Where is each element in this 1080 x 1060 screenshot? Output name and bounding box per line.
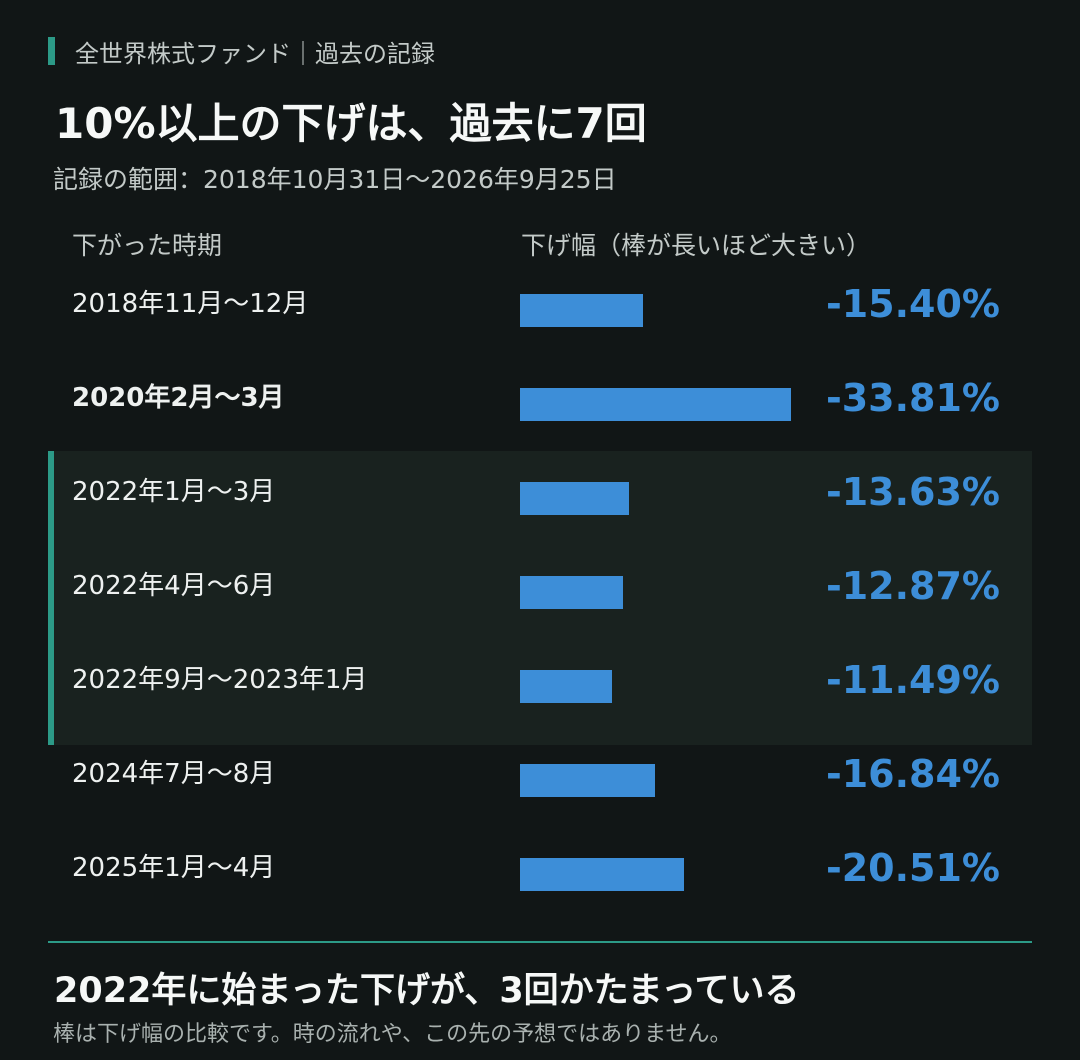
- footer-note: 棒は下げ幅の比較です。時の流れや、この先の予想ではありません。: [53, 1022, 732, 1047]
- drawdown-bar: [520, 294, 643, 327]
- bar-category-label: 2022年4月〜6月: [72, 571, 276, 601]
- bar-row: 2018年11月〜12月 -15.40%: [0, 274, 1080, 368]
- footer-divider: [48, 941, 1032, 943]
- drawdown-bar: [520, 858, 684, 891]
- bar-category-label: 2022年9月〜2023年1月: [72, 665, 368, 695]
- kicker-accent-mark: [48, 37, 55, 65]
- drawdown-bar: [520, 670, 612, 703]
- drawdown-bar: [520, 764, 655, 797]
- bar-row: 2022年9月〜2023年1月 -11.49%: [0, 650, 1080, 744]
- bar-value-label: -12.87%: [825, 564, 1000, 608]
- bar-value-label: -33.81%: [825, 376, 1000, 420]
- column-header-drop: 下げ幅（棒が長いほど大きい）: [521, 231, 872, 260]
- highlight-accent-bar: [48, 451, 54, 745]
- bar-value-label: -20.51%: [825, 846, 1000, 890]
- bar-category-label: 2018年11月〜12月: [72, 289, 309, 319]
- bar-value-label: -13.63%: [825, 470, 1000, 514]
- bar-category-label: 2022年1月〜3月: [72, 477, 276, 507]
- kicker: 全世界株式ファンド｜過去の記録: [48, 36, 435, 68]
- bar-category-label: 2025年1月〜4月: [72, 853, 276, 883]
- drawdown-bar: [520, 482, 629, 515]
- column-header-period: 下がった時期: [72, 231, 223, 260]
- kicker-text: 全世界株式ファンド｜過去の記録: [75, 39, 435, 68]
- bar-row: 2024年7月〜8月 -16.84%: [0, 744, 1080, 838]
- drawdown-bar: [520, 576, 623, 609]
- bar-row: 2020年2月〜3月 -33.81%: [0, 368, 1080, 462]
- page-title: 10%以上の下げは、過去に7回: [55, 99, 647, 148]
- bar-value-label: -16.84%: [825, 752, 1000, 796]
- drawdown-bar: [520, 388, 791, 421]
- footer-heading: 2022年に始まった下げが、3回かたまっている: [54, 971, 800, 1011]
- bar-row: 2022年4月〜6月 -12.87%: [0, 556, 1080, 650]
- bar-row: 2022年1月〜3月 -13.63%: [0, 462, 1080, 556]
- bar-row: 2025年1月〜4月 -20.51%: [0, 838, 1080, 932]
- bar-category-label: 2020年2月〜3月: [72, 383, 285, 413]
- bar-value-label: -15.40%: [825, 282, 1000, 326]
- bar-value-label: -11.49%: [825, 658, 1000, 702]
- bar-category-label: 2024年7月〜8月: [72, 759, 276, 789]
- date-range-subtitle: 記録の範囲：2018年10月31日〜2026年9月25日: [53, 165, 617, 194]
